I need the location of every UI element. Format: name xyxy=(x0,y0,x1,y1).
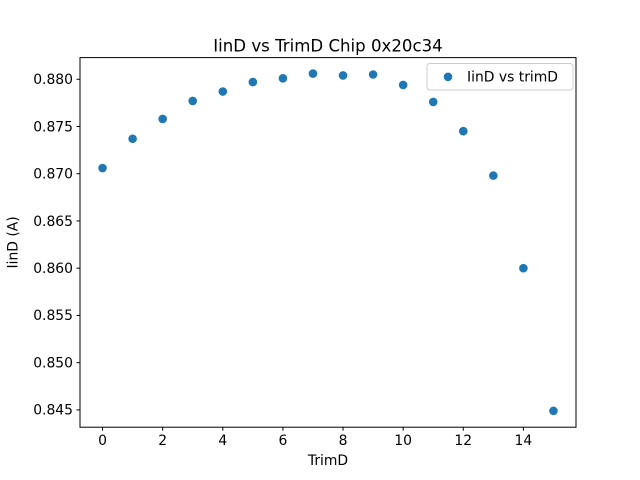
y-axis-ticks: 0.845 0.850 0.855 0.860 0.865 0.870 0.875 0.880 xyxy=(33,72,80,419)
data-point xyxy=(158,114,167,124)
legend-label: IinD vs trimD xyxy=(467,69,558,85)
y-tick-label: 0.880 xyxy=(33,72,73,88)
data-point xyxy=(428,97,438,107)
x-tick-label: 2 xyxy=(158,433,167,449)
data-point xyxy=(278,73,288,83)
y-tick-label: 0.865 xyxy=(33,214,73,230)
legend: IinD vs trimD xyxy=(426,63,574,91)
y-tick-label: 0.875 xyxy=(33,119,73,135)
data-point xyxy=(308,69,318,78)
y-tick-label: 0.845 xyxy=(33,403,73,419)
x-tick-label: 0 xyxy=(98,433,107,449)
x-tick-label: 6 xyxy=(278,433,287,449)
data-point xyxy=(489,171,498,180)
plot-frame xyxy=(79,57,577,428)
x-tick-label: 8 xyxy=(339,433,348,449)
y-tick-label: 0.860 xyxy=(33,261,73,277)
data-point xyxy=(248,77,258,87)
x-axis-ticks: 0 2 4 6 8 10 12 14 xyxy=(98,427,532,449)
y-axis-label: IinD (A) xyxy=(6,216,22,268)
y-tick-label: 0.870 xyxy=(33,167,73,183)
data-point xyxy=(188,96,198,106)
x-tick-label: 4 xyxy=(218,433,227,449)
x-tick-label: 12 xyxy=(454,433,472,449)
data-point xyxy=(549,406,558,416)
data-point xyxy=(218,87,228,96)
data-point xyxy=(128,134,137,144)
x-tick-label: 14 xyxy=(515,433,533,449)
legend-box xyxy=(426,63,574,91)
data-point xyxy=(338,71,348,80)
x-tick-label: 10 xyxy=(394,433,412,449)
y-tick-label: 0.855 xyxy=(33,308,73,324)
x-axis-label: TrimD xyxy=(307,453,348,469)
data-point xyxy=(98,163,107,173)
data-point xyxy=(398,80,408,90)
data-points xyxy=(98,69,558,416)
y-tick-label: 0.850 xyxy=(33,355,73,371)
legend-marker-icon xyxy=(443,72,453,82)
data-point xyxy=(458,126,468,136)
chart-title: IinD vs TrimD Chip 0x20c34 xyxy=(213,37,442,56)
data-point xyxy=(368,70,378,79)
data-point xyxy=(519,263,528,273)
